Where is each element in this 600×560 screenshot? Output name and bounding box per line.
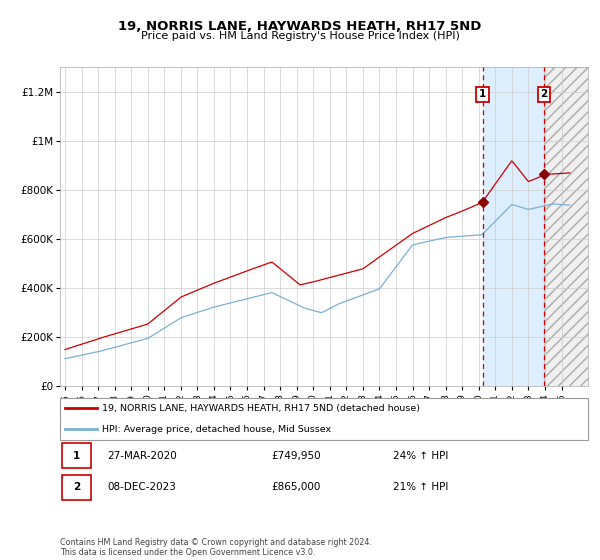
Text: 21% ↑ HPI: 21% ↑ HPI [392, 483, 448, 492]
Text: Price paid vs. HM Land Registry's House Price Index (HPI): Price paid vs. HM Land Registry's House … [140, 31, 460, 41]
Text: 2: 2 [73, 483, 80, 492]
Text: 1: 1 [479, 89, 486, 99]
Text: HPI: Average price, detached house, Mid Sussex: HPI: Average price, detached house, Mid … [102, 424, 331, 433]
Text: 27-MAR-2020: 27-MAR-2020 [107, 451, 177, 460]
Text: 08-DEC-2023: 08-DEC-2023 [107, 483, 176, 492]
Bar [62, 443, 91, 468]
Text: £865,000: £865,000 [271, 483, 320, 492]
Text: 2: 2 [540, 89, 547, 99]
Text: 19, NORRIS LANE, HAYWARDS HEATH, RH17 5ND: 19, NORRIS LANE, HAYWARDS HEATH, RH17 5N… [118, 20, 482, 32]
Text: 19, NORRIS LANE, HAYWARDS HEATH, RH17 5ND (detached house): 19, NORRIS LANE, HAYWARDS HEATH, RH17 5N… [102, 404, 420, 413]
Bar [482, 67, 544, 386]
Text: 1: 1 [73, 451, 80, 460]
Text: Contains HM Land Registry data © Crown copyright and database right 2024.
This d: Contains HM Land Registry data © Crown c… [60, 538, 372, 557]
Text: £749,950: £749,950 [271, 451, 321, 460]
Bar [62, 475, 91, 500]
Bar [544, 67, 588, 386]
Text: 24% ↑ HPI: 24% ↑ HPI [392, 451, 448, 460]
